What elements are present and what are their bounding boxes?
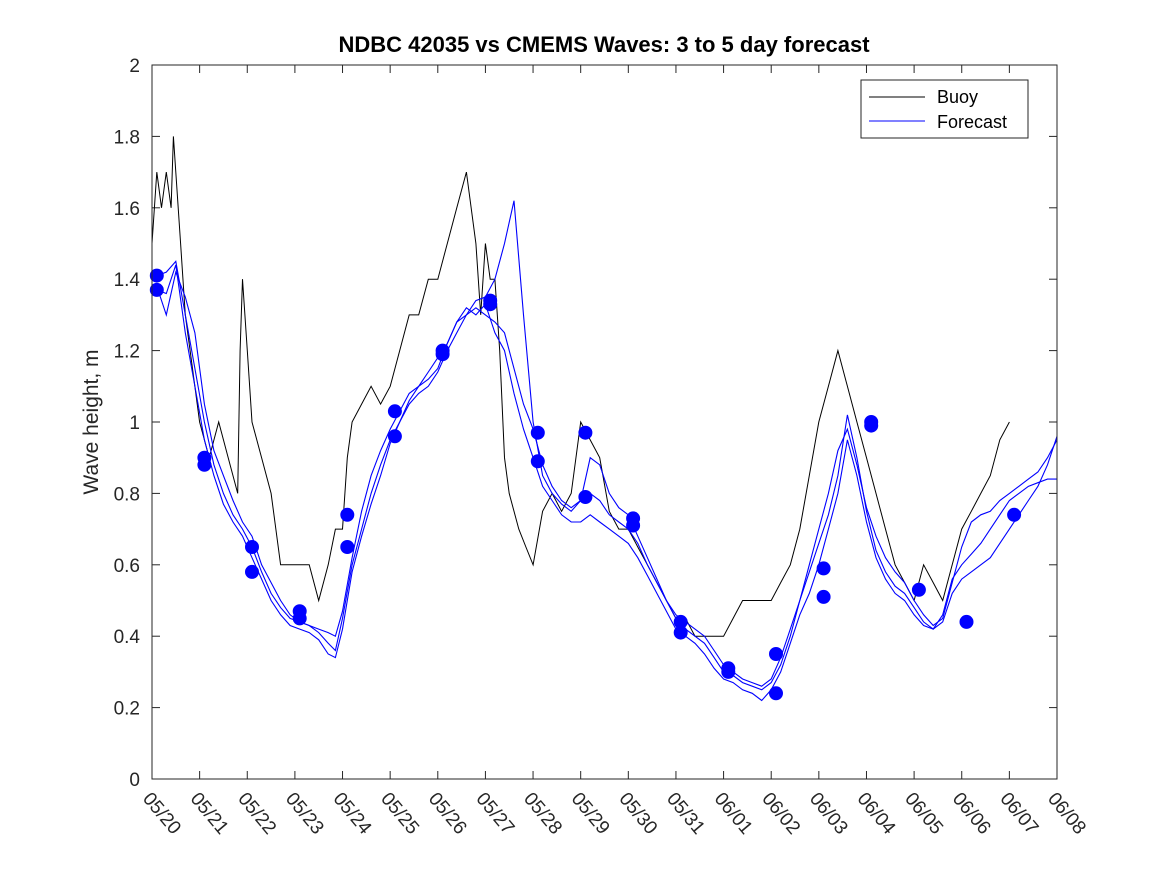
forecast-point (292, 611, 307, 626)
buoy-series (151, 136, 1010, 637)
forecast-line-2 (156, 200, 1057, 691)
y-axis-label: Wave height, m (80, 349, 103, 494)
chart-title: NDBC 42035 vs CMEMS Waves: 3 to 5 day fo… (338, 32, 870, 57)
y-axis-ticks: 0 0.2 0.4 0.6 0.8 1 1.2 1.4 1.6 1.8 2 (114, 56, 1057, 791)
forecast-line-3 (156, 264, 1058, 702)
forecast-point (769, 686, 783, 701)
forecast-point (1007, 507, 1022, 522)
y-tick-label: 2 (129, 56, 140, 77)
forecast-point (530, 425, 545, 440)
forecast-point (578, 425, 593, 440)
forecast-point (387, 429, 402, 444)
y-tick-label: 0.2 (114, 699, 140, 720)
forecast-point (197, 457, 212, 472)
forecast-point (769, 647, 783, 661)
forecast-point (149, 268, 164, 283)
forecast-series-group (156, 200, 1058, 702)
y-tick-label: 1.8 (114, 127, 140, 148)
forecast-points-group (149, 268, 1022, 701)
plot-area (152, 65, 1057, 779)
forecast-point (435, 347, 450, 362)
legend-box (860, 79, 1029, 139)
forecast-point (483, 297, 498, 312)
y-tick-label: 0 (129, 770, 140, 791)
forecast-point (245, 540, 259, 554)
forecast-point (149, 282, 164, 297)
forecast-point (387, 404, 402, 419)
y-tick-label: 1 (129, 413, 140, 434)
legend-buoy-label: Buoy (937, 87, 978, 107)
forecast-point (673, 625, 688, 640)
y-tick-label: 0.4 (114, 627, 141, 648)
forecast-point (816, 589, 831, 604)
y-tick-label: 1.6 (114, 199, 140, 220)
forecast-point (911, 582, 926, 597)
y-tick-label: 1.4 (114, 270, 141, 291)
y-tick-label: 1.2 (114, 342, 140, 363)
y-tick-label: 0.6 (114, 556, 140, 577)
forecast-point (578, 490, 593, 504)
forecast-point (721, 664, 736, 679)
legend: Buoy Forecast (860, 79, 1029, 139)
legend-forecast-label: Forecast (937, 112, 1007, 132)
plot-frame (151, 64, 1058, 780)
forecast-point (959, 614, 974, 629)
buoy-line (151, 136, 1010, 637)
forecast-point (245, 564, 259, 579)
y-tick-label: 0.8 (114, 484, 140, 505)
forecast-point (816, 561, 831, 576)
plot-background (152, 65, 1057, 779)
forecast-point (530, 454, 545, 469)
forecast-point (340, 540, 355, 554)
forecast-point (864, 418, 879, 433)
forecast-point (340, 507, 355, 522)
forecast-point (626, 518, 641, 533)
